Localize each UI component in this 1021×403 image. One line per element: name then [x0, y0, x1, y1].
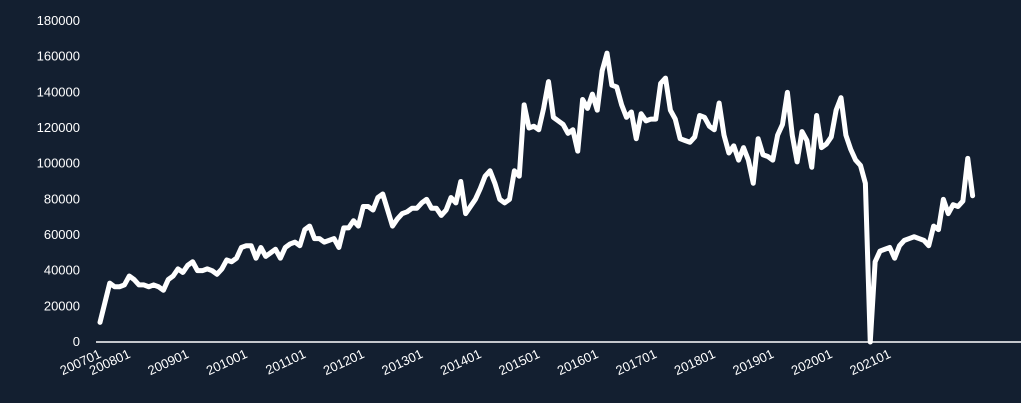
y-tick-label: 60000 [44, 227, 80, 242]
y-tick-label: 0 [73, 334, 80, 349]
y-tick-label: 100000 [37, 156, 80, 171]
y-axis: 0 20000 40000 60000 80000 100000 120000 140000 1… [37, 13, 80, 349]
y-tick-label: 160000 [37, 49, 80, 64]
y-tick-label: 180000 [37, 13, 80, 28]
series-line [97, 50, 976, 345]
y-tick-label: 140000 [37, 84, 80, 99]
y-tick-label: 80000 [44, 191, 80, 206]
y-tick-label: 20000 [44, 298, 80, 313]
y-tick-label: 120000 [37, 120, 80, 135]
y-tick-label: 40000 [44, 263, 80, 278]
